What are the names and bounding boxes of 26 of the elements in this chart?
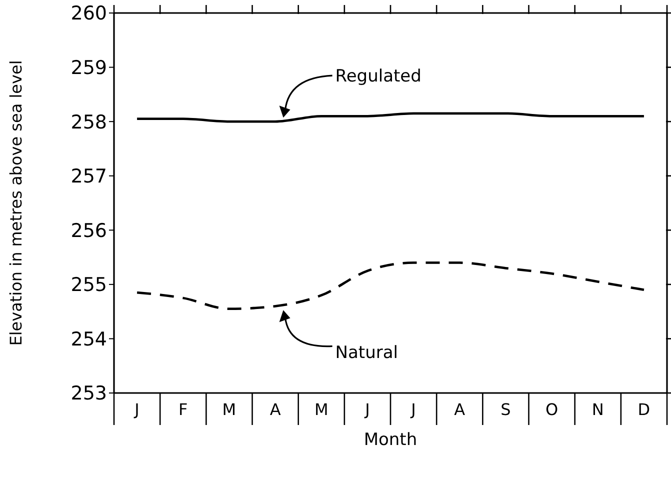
x-tick-label: J (364, 400, 370, 419)
x-tick-label: J (134, 400, 140, 419)
x-tick-label: O (545, 400, 558, 419)
x-tick-label: A (270, 400, 281, 419)
x-tick-label: J (410, 400, 416, 419)
x-tick-label: F (178, 400, 188, 419)
x-tick-label: M (314, 400, 328, 419)
y-tick-label: 260 (70, 2, 107, 25)
x-axis-title: Month (364, 430, 418, 450)
line-series (136, 112, 646, 123)
line-series (136, 262, 646, 310)
y-axis-title: Elevation in metres above sea level (6, 60, 26, 346)
x-tick-label: S (500, 400, 511, 419)
text: Natural (335, 343, 398, 364)
y-tick-label: 253 (70, 382, 107, 405)
y-tick-label: 259 (70, 57, 107, 80)
y-tick-label: 258 (70, 111, 107, 134)
x-tick-label: D (638, 400, 650, 419)
x-tick-label: M (222, 400, 236, 419)
y-tick-label: 254 (70, 328, 107, 350)
y-tick-label: 257 (70, 166, 107, 188)
x-tick-label: A (454, 400, 466, 419)
y-tick-label: 256 (70, 220, 107, 242)
y-tick-label: 255 (70, 274, 107, 296)
x-tick-label: N (592, 400, 604, 419)
series-label: Regulated (335, 66, 422, 87)
